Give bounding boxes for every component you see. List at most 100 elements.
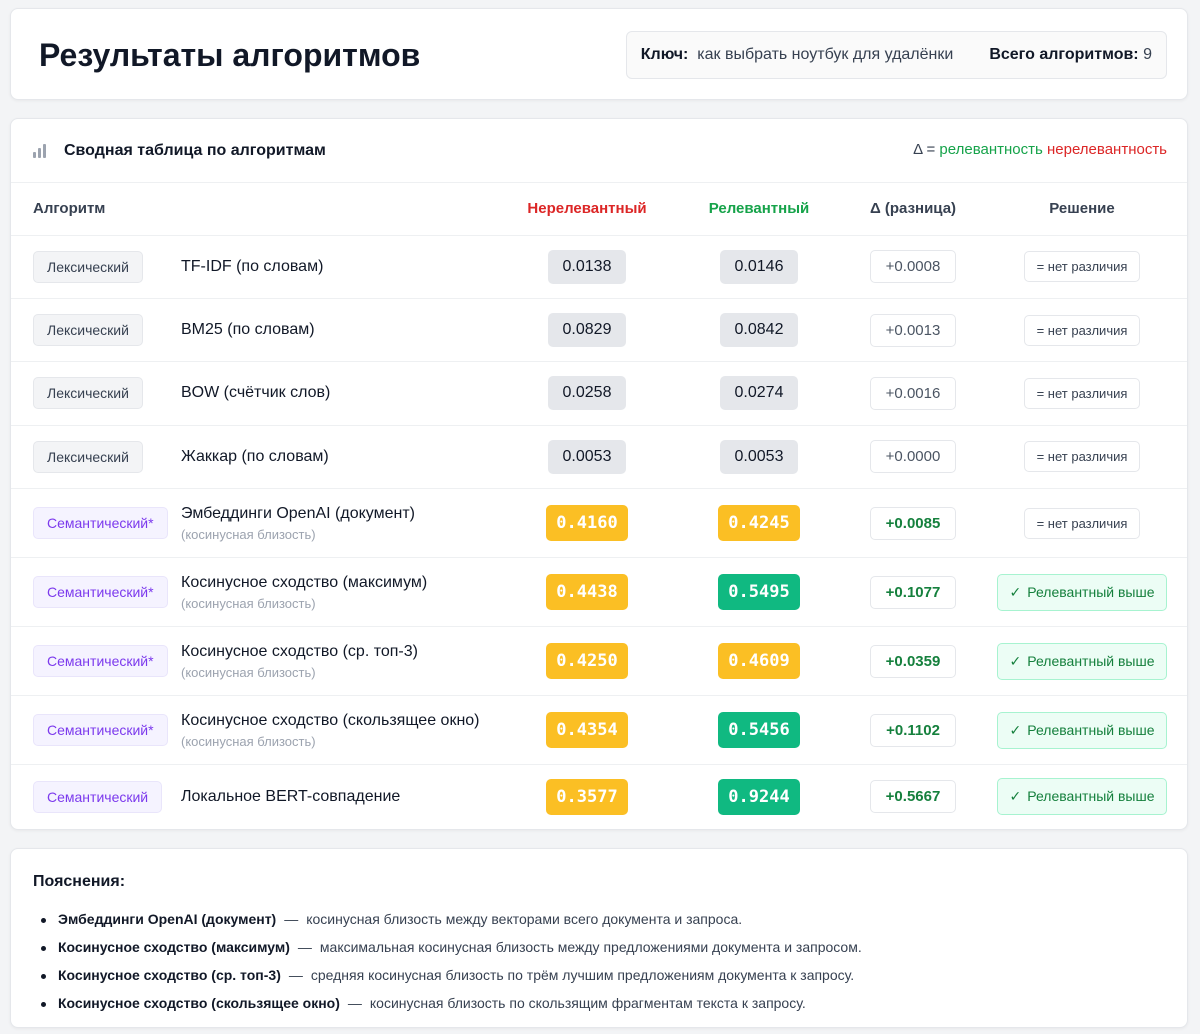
- algorithm-name: Косинусное сходство (максимум): [181, 573, 428, 591]
- notes-title: Пояснения:: [33, 873, 126, 890]
- relevant-score: 0.0146: [720, 249, 798, 284]
- note-text: косинусная близость по скользящим фрагме…: [369, 995, 806, 1011]
- decision-badge: ✓ Релевантный выше: [996, 778, 1168, 815]
- check-icon: ✓: [1009, 788, 1022, 804]
- algorithm-name: TF-IDF (по словам): [181, 257, 324, 275]
- table-legend: Δ = релевантность нерелевантность: [913, 141, 1167, 158]
- table-row[interactable]: Семантический Локальное BERT-совпадение …: [11, 765, 1187, 828]
- query-key-value: как выбрать ноутбук для удалёнки: [697, 46, 954, 63]
- legend-delta: Δ =: [913, 141, 936, 158]
- delta-value: +0.0000: [870, 440, 956, 474]
- relevant-score: 0.4609: [718, 643, 800, 680]
- page-title: Результаты алгоритмов: [39, 37, 421, 73]
- table-title: Сводная таблица по алгоритмам: [64, 141, 326, 159]
- query-info: Ключ: как выбрать ноутбук для удалёнки В…: [625, 31, 1167, 79]
- column-header-delta[interactable]: Δ (разница): [851, 183, 975, 236]
- delta-value: +0.1077: [870, 575, 956, 609]
- algorithm-name: Косинусное сходство (скользящее окно): [181, 711, 480, 729]
- table-row[interactable]: Лексический TF-IDF (по словам) 0.0138 0.…: [11, 235, 1187, 299]
- column-header-irrelevant[interactable]: Нерелевантный: [507, 183, 667, 236]
- algorithm-type-badge: Семантический: [33, 780, 163, 813]
- table-row[interactable]: Лексический BOW (счётчик слов) 0.0258 0.…: [11, 361, 1187, 426]
- table-row[interactable]: Семантический* Эмбеддинги OpenAI (докуме…: [11, 488, 1187, 559]
- legend-irrelevant: нерелевантность: [1046, 141, 1167, 158]
- note-dash: —: [284, 911, 299, 927]
- algorithm-type-badge: Семантический*: [33, 576, 168, 609]
- bullet-icon: [41, 945, 46, 951]
- irrelevant-score: 0.0258: [548, 376, 626, 411]
- relevant-score: 0.0842: [720, 313, 798, 348]
- column-header-decision[interactable]: Решение: [975, 183, 1187, 236]
- bullet-icon: [41, 973, 46, 979]
- delta-value: +0.0085: [870, 506, 956, 540]
- relevant-score: 0.5495: [718, 574, 800, 611]
- note-dash: —: [297, 939, 312, 955]
- irrelevant-score: 0.4250: [546, 643, 628, 680]
- results-table: Алгоритм Нерелевантный Релевантный Δ (ра…: [11, 183, 1187, 828]
- algorithm-subtitle: (косинусная близость): [181, 526, 316, 542]
- decision-badge: = нет различия: [1023, 251, 1141, 283]
- irrelevant-score: 0.0053: [548, 439, 626, 474]
- decision-badge: = нет различия: [1023, 377, 1141, 409]
- algorithm-count-value: 9: [1143, 46, 1152, 63]
- algorithm-name: Жаккар (по словам): [181, 447, 329, 465]
- check-icon: ✓: [1009, 652, 1022, 669]
- delta-value: +0.0359: [870, 644, 956, 678]
- decision-label: Релевантный выше: [1027, 788, 1155, 804]
- header-card: Результаты алгоритмов Ключ: как выбрать …: [10, 8, 1188, 100]
- column-header-relevant[interactable]: Релевантный: [667, 183, 851, 236]
- notes-card: Пояснения: Эмбеддинги OpenAI (документ) —…: [10, 848, 1188, 1028]
- note-term: Косинусное сходство (максимум): [58, 939, 290, 955]
- table-row[interactable]: Семантический* Косинусное сходство (макс…: [11, 557, 1187, 628]
- algorithm-name: Косинусное сходство (ср. топ-3): [181, 642, 418, 660]
- algorithm-type-badge: Семантический*: [33, 714, 168, 747]
- irrelevant-score: 0.0138: [548, 249, 626, 284]
- algorithm-type-badge: Лексический: [33, 314, 143, 347]
- table-row[interactable]: Семантический* Косинусное сходство (ср. …: [11, 626, 1187, 697]
- relevant-score: 0.0053: [720, 439, 798, 474]
- decision-label: Релевантный выше: [1027, 652, 1155, 669]
- algorithm-subtitle: (косинусная близость): [181, 664, 316, 680]
- decision-badge: ✓ Релевантный выше: [996, 711, 1168, 749]
- delta-value: +0.0013: [870, 313, 956, 347]
- algorithm-name: Локальное BERT-совпадение: [181, 787, 401, 805]
- delta-value: +0.0008: [870, 250, 956, 284]
- decision-badge: = нет различия: [1023, 441, 1141, 473]
- check-icon: ✓: [1009, 583, 1022, 600]
- delta-value: +0.1102: [870, 713, 956, 747]
- algorithm-subtitle: (косинусная близость): [181, 733, 316, 749]
- irrelevant-score: 0.4354: [546, 712, 628, 749]
- relevant-score: 0.4245: [718, 505, 800, 542]
- notes-list: Эмбеддинги OpenAI (документ) — косинусная …: [41, 905, 862, 1017]
- irrelevant-score: 0.3577: [546, 778, 628, 815]
- note-term: Косинусное сходство (ср. топ-3): [58, 967, 281, 983]
- column-header-algorithm[interactable]: Алгоритм: [11, 183, 507, 236]
- note-text: косинусная близость между векторами всег…: [306, 911, 743, 927]
- note-text: средняя косинусная близость по трём лучш…: [310, 967, 855, 983]
- algorithm-type-badge: Семантический*: [33, 507, 168, 540]
- bullet-icon: [41, 917, 46, 923]
- irrelevant-score: 0.0829: [548, 313, 626, 348]
- irrelevant-score: 0.4438: [546, 574, 628, 611]
- note-text: максимальная косинусная близость между п…: [319, 939, 862, 955]
- table-row[interactable]: Лексический Жаккар (по словам) 0.0053 0.…: [11, 425, 1187, 490]
- check-icon: ✓: [1009, 721, 1022, 738]
- decision-label: Релевантный выше: [1027, 721, 1155, 738]
- query-key-label: Ключ:: [640, 46, 689, 63]
- note-item: Косинусное сходство (скользящее окно) — ко…: [41, 989, 862, 1017]
- relevant-score: 0.0274: [720, 376, 798, 411]
- algorithm-subtitle: (косинусная близость): [181, 595, 316, 611]
- query-key: Ключ: как выбрать ноутбук для удалёнки: [641, 46, 954, 64]
- bar-chart-icon: [33, 143, 46, 158]
- algorithm-type-badge: Лексический: [33, 440, 143, 473]
- algorithm-type-badge: Лексический: [33, 377, 143, 410]
- algorithm-count-label: Всего алгоритмов:: [989, 46, 1139, 63]
- algorithm-count: Всего алгоритмов: 9: [989, 46, 1152, 64]
- table-header: Сводная таблица по алгоритмам Δ = релева…: [11, 119, 1187, 183]
- table-header-row: Алгоритм Нерелевантный Релевантный Δ (ра…: [11, 183, 1187, 236]
- note-term: Косинусное сходство (скользящее окно): [58, 995, 340, 1011]
- algorithm-type-badge: Семантический*: [33, 645, 168, 678]
- table-row[interactable]: Лексический BM25 (по словам) 0.0829 0.08…: [11, 298, 1187, 363]
- decision-badge: = нет различия: [1023, 507, 1141, 539]
- table-row[interactable]: Семантический* Косинусное сходство (скол…: [11, 695, 1187, 766]
